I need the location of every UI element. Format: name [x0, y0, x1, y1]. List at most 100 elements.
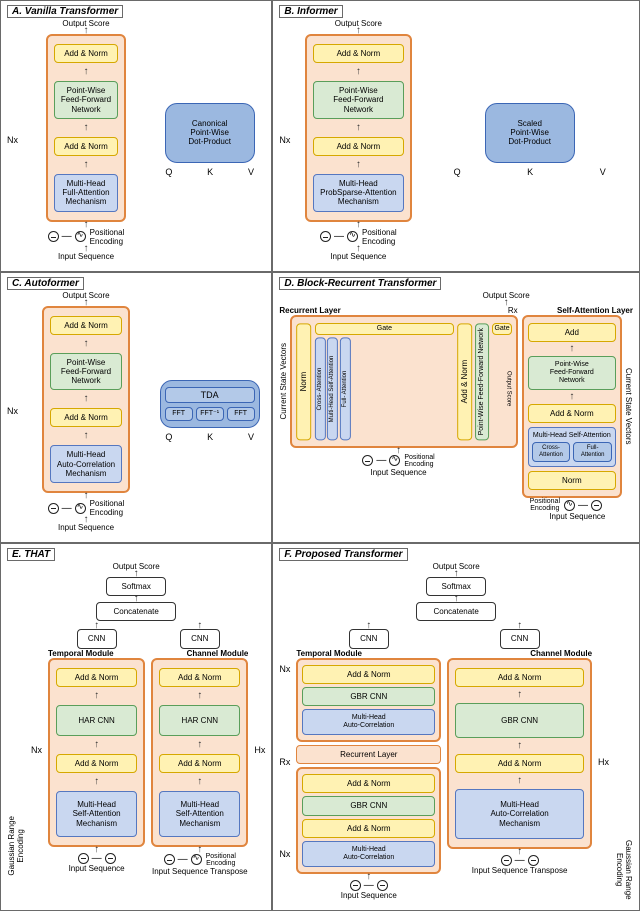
cnn-block: CNN: [500, 629, 540, 648]
attention-block: Multi-Head Self-Attention Mechanism: [159, 791, 240, 837]
fft-block: FFT: [165, 407, 193, 421]
feedforward-block: Point-Wise Feed-Forward Network: [528, 356, 616, 390]
panel-title: E. THAT: [7, 548, 55, 561]
qkv-row: Q K V: [154, 432, 265, 442]
arrow-icon: ↑: [197, 742, 202, 748]
cnn-block: CNN: [180, 629, 220, 648]
k-label: K: [207, 167, 213, 177]
attention-detail: Scaled Point-Wise Dot-Product: [485, 103, 575, 163]
add-norm-block: Add & Norm: [56, 668, 137, 687]
panel-proposed: F. Proposed Transformer Output Score ↑ S…: [272, 543, 640, 911]
cross-attn-block: Cross- Attention: [315, 337, 326, 440]
sa-layer-label: Self-Attention Layer: [557, 306, 633, 315]
csv-label: Current State Vectors: [624, 368, 633, 444]
rx-label: Rx: [279, 757, 290, 767]
nx-label: Nx: [31, 745, 42, 755]
encoder-block: Add & Norm ↑ Point-Wise Feed-Forward Net…: [42, 306, 130, 494]
pos-enc-label: Positional Encoding: [404, 454, 434, 468]
add-norm-block: Add & Norm: [54, 137, 118, 156]
panel-autoformer: C. Autoformer Nx Output Score ↑ Add & No…: [0, 272, 272, 544]
add-norm-block: Add & Norm: [159, 668, 240, 687]
add-norm-block: Add & Norm: [528, 404, 616, 423]
add-norm-block: Add & Norm: [313, 44, 404, 63]
v-label: V: [248, 432, 254, 442]
input-label: Input Sequence: [549, 512, 605, 521]
add-norm-block: Add & Norm: [457, 323, 472, 440]
recurrent-layer-block: Recurrent Layer: [296, 745, 441, 764]
csv-label: Current State Vectors: [279, 343, 288, 419]
input-label: Input Sequence: [341, 891, 397, 900]
feedforward-block: Point-Wise Feed-Forward Network: [313, 81, 404, 119]
arrow-icon: ↑: [84, 69, 89, 75]
add-norm-block: Add & Norm: [54, 44, 118, 63]
input-label: Input Sequence: [330, 252, 386, 261]
gate-block: Gate: [315, 323, 455, 335]
panel-title: D. Block-Recurrent Transformer: [279, 277, 441, 290]
attention-block: Multi-Head Self-Attention Mechanism: [56, 791, 137, 837]
v-label: V: [600, 167, 606, 177]
rx-label: Rx: [508, 306, 518, 315]
add-norm-block: Add & Norm: [50, 408, 122, 427]
add-block: Add: [528, 323, 616, 342]
q-label: Q: [165, 167, 172, 177]
cross-attn-block: Cross- Attention: [532, 442, 571, 462]
add-norm-block: Add & Norm: [302, 819, 435, 838]
mh-sa-container: Multi-Head Self-Attention Cross- Attenti…: [528, 427, 616, 467]
attention-detail: Canonical Point-Wise Dot-Product: [165, 103, 255, 163]
encoding-icon: —: [78, 853, 116, 864]
pos-enc-label: Positional Encoding: [90, 228, 125, 246]
mh-sa-label: Multi-Head Self-Attention: [532, 432, 612, 440]
arrow-icon: ↑: [569, 346, 574, 352]
encoder-block: Add & Norm ↑ Point-Wise Feed-Forward Net…: [305, 34, 412, 222]
arrow-icon: ↑: [517, 778, 522, 784]
detail-label: Canonical Point-Wise Dot-Product: [188, 119, 231, 146]
input-label: Input Sequence: [69, 864, 125, 873]
gauss-enc-label: Gaussian Range Encoding: [7, 816, 25, 876]
nx-label: Nx: [279, 135, 290, 145]
arrow-icon: ↑: [84, 433, 89, 439]
cmod-label: Channel Module: [530, 649, 592, 658]
rec-layer-label: Recurrent Layer: [279, 306, 506, 315]
nx-label: Nx: [7, 135, 18, 145]
attention-block: Multi-Head Auto-Correlation Mechanism: [455, 789, 584, 839]
feedforward-block: Point-Wise Feed-Forward Network: [475, 323, 489, 440]
q-label: Q: [454, 167, 461, 177]
input-t-label: Input Sequence Transpose: [152, 867, 248, 876]
arrow-icon: ↑: [94, 742, 99, 748]
panel-that: E. THAT Output Score ↑ Softmax ↑ Concate…: [0, 543, 272, 911]
hx-label: Hx: [254, 745, 265, 755]
v-label: V: [248, 167, 254, 177]
full-attn-block: Full- Attention: [340, 337, 351, 440]
pos-enc-label: Positional Encoding: [530, 498, 560, 512]
hx-label: Hx: [598, 757, 609, 767]
attention-block: Multi-Head Auto-Correlation Mechanism: [50, 445, 122, 483]
cnn-block: CNN: [77, 629, 117, 648]
temporal-top-block: Add & Norm GBR CNN Multi-Head Auto-Corre…: [296, 658, 441, 742]
add-norm-block: Add & Norm: [50, 316, 122, 335]
arrow-icon: ↑: [94, 779, 99, 785]
nx-label: Nx: [279, 664, 290, 674]
tmod-label: Temporal Module: [296, 649, 362, 658]
temporal-bot-block: Add & Norm GBR CNN Add & Norm Multi-Head…: [296, 767, 441, 874]
panel-title: B. Informer: [279, 5, 342, 18]
add-norm-block: Add & Norm: [313, 137, 404, 156]
arrow-icon: ↑: [94, 693, 99, 699]
attention-block: Multi-Head Auto-Correlation: [302, 709, 435, 735]
arrow-icon: ↑: [356, 69, 361, 75]
panel-title: C. Autoformer: [7, 277, 84, 290]
panel-vanilla: A. Vanilla Transformer Nx Output Score ↑…: [0, 0, 272, 272]
arrow-icon: ↑: [197, 779, 202, 785]
tda-block: TDA: [165, 387, 255, 403]
q-label: Q: [165, 432, 172, 442]
input-label: Input Sequence: [58, 252, 114, 261]
norm-block: Norm: [296, 323, 311, 440]
arrow-icon: ↑: [356, 162, 361, 168]
encoder-block: Add & Norm ↑ Point-Wise Feed-Forward Net…: [46, 34, 126, 222]
gate-block: Gate: [492, 323, 511, 335]
temporal-block: Add & Norm ↑ HAR CNN ↑ Add & Norm ↑ Mult…: [48, 658, 145, 847]
norm-block: Norm: [528, 471, 616, 490]
add-norm-block: Add & Norm: [302, 665, 435, 684]
add-norm-block: Add & Norm: [455, 668, 584, 687]
feedforward-block: Point-Wise Feed-Forward Network: [54, 81, 118, 119]
input-t-label: Input Sequence Transpose: [472, 866, 568, 875]
